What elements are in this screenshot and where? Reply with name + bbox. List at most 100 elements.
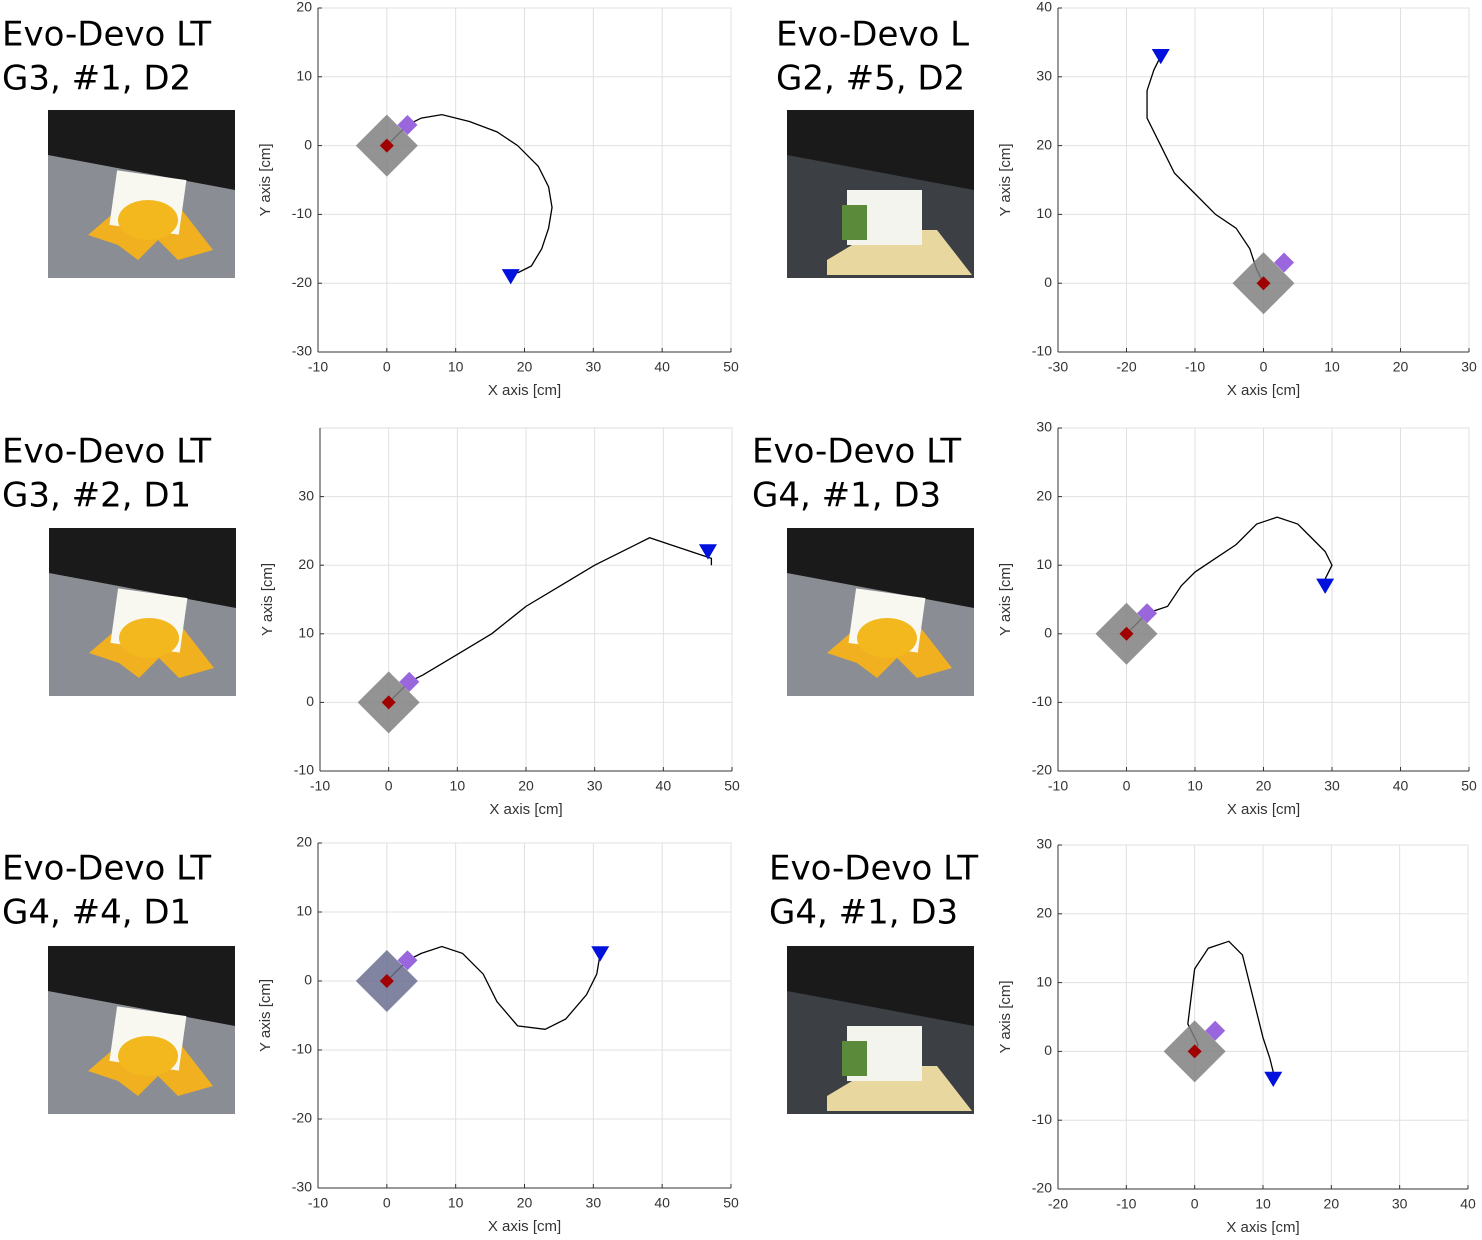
x-tick-label: -20 [1116,359,1136,375]
diamond-marker [397,114,418,135]
x-tick-label: 40 [1460,1196,1476,1212]
x-tick-label: 0 [1191,1196,1199,1212]
y-tick-label: 0 [1044,274,1052,290]
diamond-marker [381,695,396,710]
y-axis-label: Y axis [cm] [257,979,274,1052]
panel-subtitle: G2, #5, D2 [776,59,965,99]
panel-title: Evo-Devo LT [2,432,211,472]
y-tick-label: 10 [296,903,312,919]
x-tick-label: 20 [517,1195,533,1211]
x-tick-label: 10 [448,1195,464,1211]
x-tick-label: 40 [656,778,672,794]
x-tick-label: 0 [383,1195,391,1211]
photo [787,946,974,1114]
x-tick-label: 40 [654,359,670,375]
x-axis-label: X axis [cm] [1227,801,1300,818]
robot-side [842,1041,867,1076]
y-tick-label: -10 [292,1041,312,1057]
x-tick-label: -10 [1185,359,1205,375]
x-tick-label: -10 [310,778,330,794]
y-tick-label: -10 [292,205,312,221]
diamond-marker [1274,252,1295,273]
y-tick-label: 10 [1036,205,1052,221]
robot-core [118,1036,178,1076]
diamond-marker [399,671,420,692]
x-tick-label: 20 [1256,778,1272,794]
diamond-marker [1119,626,1134,641]
y-tick-label: 30 [298,487,314,503]
y-tick-label: 20 [296,834,312,850]
x-tick-label: 0 [1260,359,1268,375]
y-tick-label: 10 [296,68,312,84]
y-axis-label: Y axis [cm] [997,143,1014,216]
x-tick-label: 10 [450,778,466,794]
y-tick-label: 0 [306,693,314,709]
x-tick-label: 10 [1324,359,1340,375]
x-tick-label: 50 [1461,778,1477,794]
y-tick-label: 10 [298,625,314,641]
robot-side [842,205,867,240]
y-tick-label: -10 [1032,343,1052,359]
panel-title: Evo-Devo LT [752,432,961,472]
x-axis-label: X axis [cm] [488,1218,561,1235]
y-axis-label: Y axis [cm] [257,143,274,216]
panel-title: Evo-Devo LT [769,849,978,889]
x-tick-label: 50 [723,1195,739,1211]
y-tick-label: 30 [1036,836,1052,852]
x-tick-label: -10 [1048,778,1068,794]
x-tick-label: 30 [1461,359,1477,375]
diamond-marker [1187,1044,1202,1059]
panel-subtitle: G4, #1, D3 [752,476,941,516]
trajectory [388,537,713,703]
y-tick-label: 10 [1036,556,1052,572]
y-tick-label: -20 [292,274,312,290]
y-tick-label: 10 [1036,973,1052,989]
x-tick-label: -20 [1048,1196,1068,1212]
x-tick-label: -10 [308,1195,328,1211]
panel-title: Evo-Devo LT [2,849,211,889]
x-tick-label: -30 [1048,359,1068,375]
x-axis-label: X axis [cm] [1226,1219,1299,1236]
x-tick-label: 30 [586,359,602,375]
y-tick-label: -20 [1032,762,1052,778]
x-tick-label: 30 [1392,1196,1408,1212]
y-tick-label: 0 [1044,1042,1052,1058]
x-tick-label: 0 [383,359,391,375]
y-tick-label: -10 [1032,693,1052,709]
photo [787,528,974,696]
panel-subtitle: G3, #2, D1 [2,476,191,516]
y-tick-label: 20 [1036,487,1052,503]
x-tick-label: 50 [723,359,739,375]
panel-title: Evo-Devo L [776,15,969,55]
panel-subtitle: G4, #1, D3 [769,893,958,933]
end-marker [501,269,520,285]
y-tick-label: 20 [296,0,312,15]
end-marker [591,946,610,962]
end-marker [698,544,717,560]
y-tick-label: -20 [292,1110,312,1126]
x-tick-label: -10 [1116,1196,1136,1212]
x-tick-label: 40 [654,1195,670,1211]
x-tick-label: 30 [587,778,603,794]
y-tick-label: 0 [1044,625,1052,641]
diamond-marker [379,974,394,988]
x-tick-label: 50 [724,778,740,794]
end-marker [1316,578,1335,594]
trajectory [1187,940,1274,1073]
x-tick-label: 30 [1324,778,1340,794]
robot-core [118,200,178,240]
y-tick-label: 0 [304,972,312,988]
diamond-marker [1137,603,1158,624]
photo [49,528,236,696]
diamond-marker [1205,1020,1226,1041]
end-marker [1151,48,1170,65]
y-tick-label: -10 [1032,1111,1052,1127]
x-axis-label: X axis [cm] [488,382,561,399]
y-tick-label: -30 [292,343,312,359]
panel-subtitle: G4, #4, D1 [2,893,191,933]
x-tick-label: 20 [1324,1196,1340,1212]
y-tick-label: -20 [1032,1180,1052,1196]
photo [48,946,235,1114]
x-tick-label: 20 [1393,359,1409,375]
x-tick-label: -10 [308,359,328,375]
